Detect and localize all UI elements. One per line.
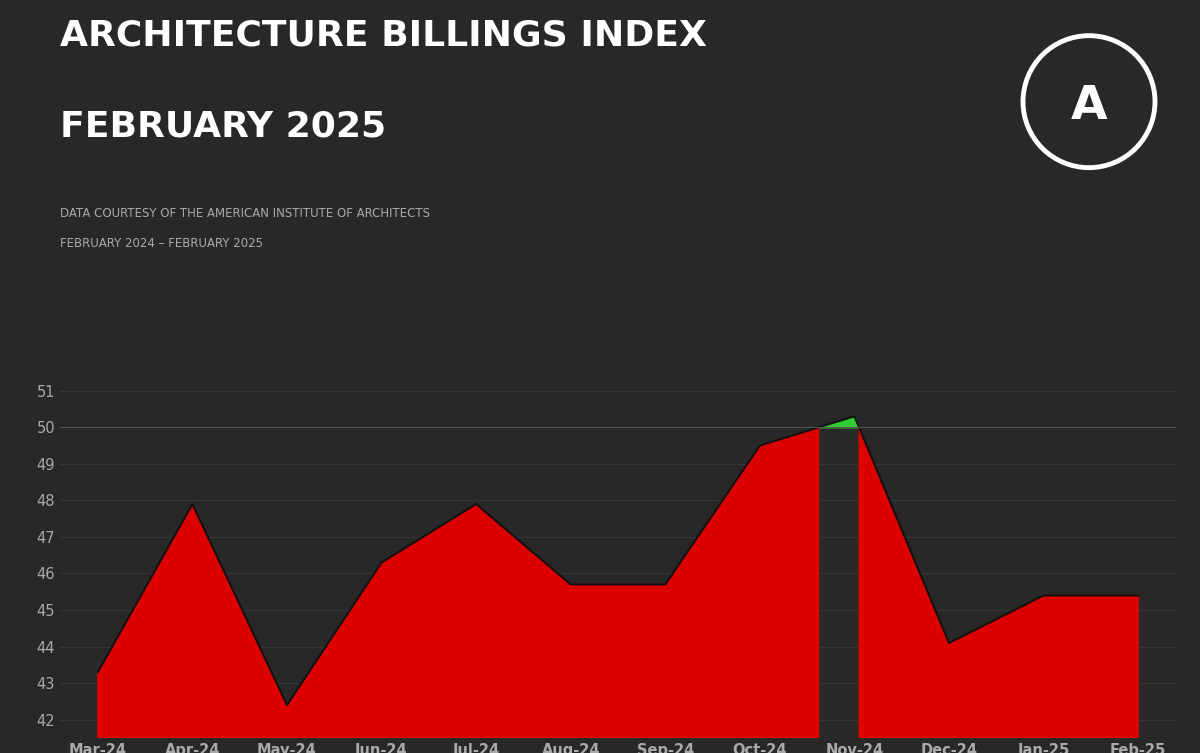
Text: ARCHITECTURE BILLINGS INDEX: ARCHITECTURE BILLINGS INDEX bbox=[60, 19, 707, 53]
Text: FEBRUARY 2024 – FEBRUARY 2025: FEBRUARY 2024 – FEBRUARY 2025 bbox=[60, 237, 263, 250]
Text: A: A bbox=[1070, 84, 1108, 129]
Text: FEBRUARY 2025: FEBRUARY 2025 bbox=[60, 109, 386, 143]
Text: DATA COURTESY OF THE AMERICAN INSTITUTE OF ARCHITECTS: DATA COURTESY OF THE AMERICAN INSTITUTE … bbox=[60, 207, 430, 220]
